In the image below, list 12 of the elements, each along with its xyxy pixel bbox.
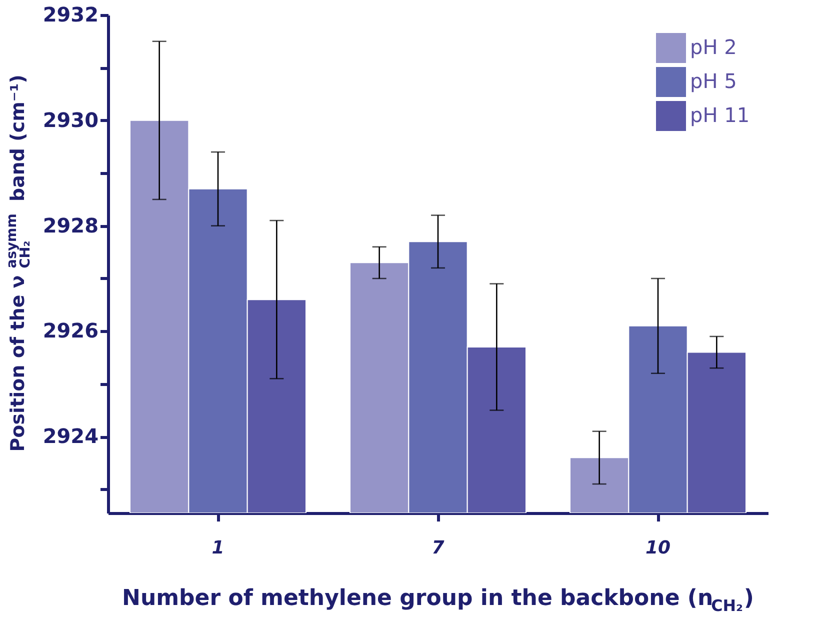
x-tick-label: 1 bbox=[212, 538, 224, 558]
x-tick-label: 10 bbox=[645, 538, 671, 558]
x-tick-label: 7 bbox=[432, 538, 445, 558]
legend-label: pH 2 bbox=[690, 35, 737, 59]
y-tick-label: 2932 bbox=[42, 2, 98, 26]
y-axis-title: Position of the νCH₂asymm band (cm⁻¹) bbox=[4, 74, 34, 452]
legend-label: pH 5 bbox=[690, 69, 737, 93]
y-tick-label: 2928 bbox=[42, 213, 98, 238]
y-tick-label: 2924 bbox=[42, 424, 98, 448]
y-tick-label: 2930 bbox=[42, 108, 98, 132]
legend-label: pH 11 bbox=[690, 103, 750, 127]
y-tick-label: 2926 bbox=[42, 318, 98, 343]
